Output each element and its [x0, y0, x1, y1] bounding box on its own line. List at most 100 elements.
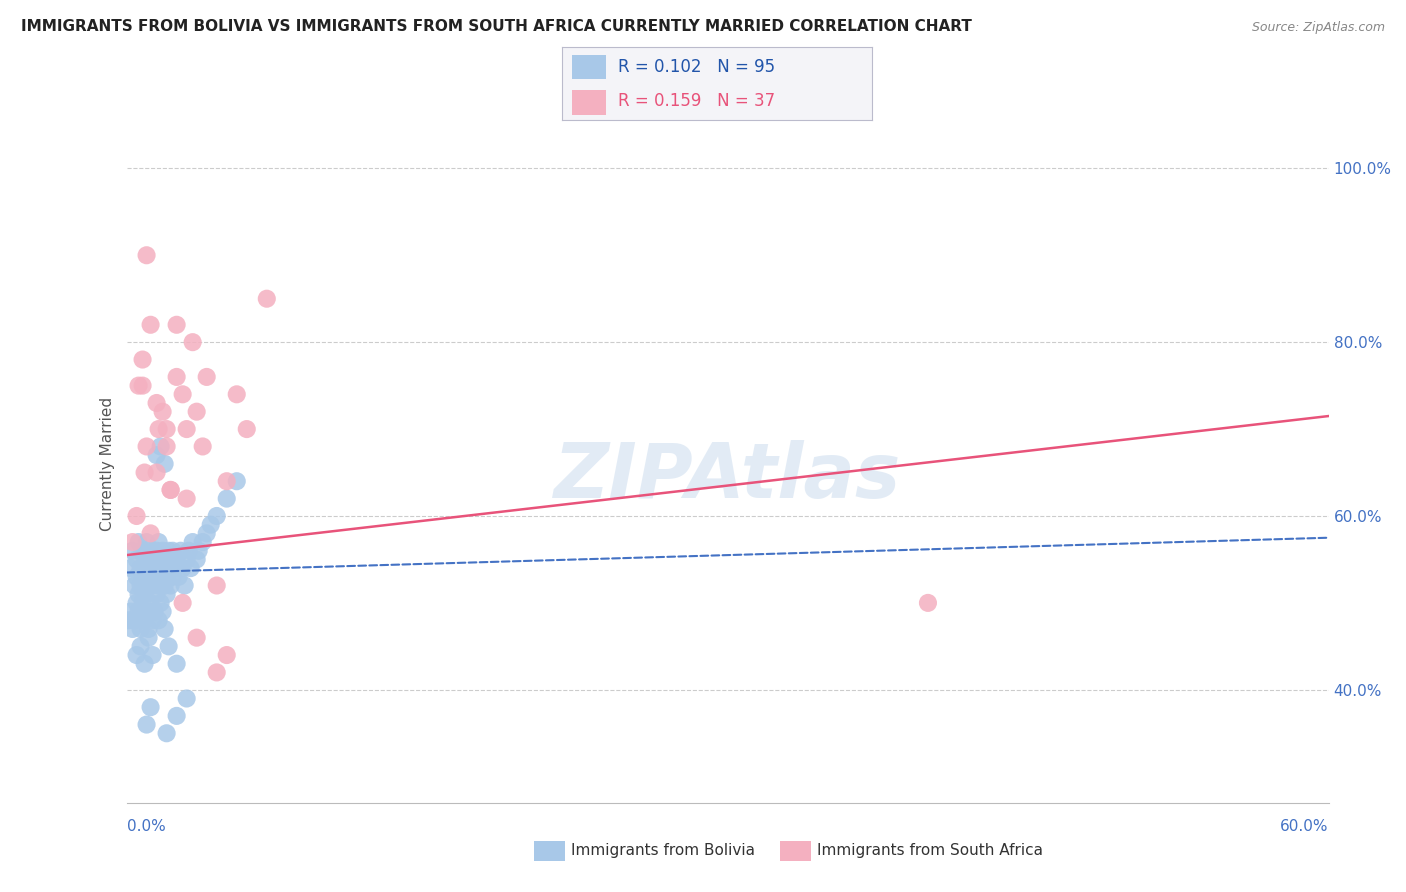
Point	[121, 543, 143, 558]
Point	[131, 596, 153, 610]
Text: 0.0%: 0.0%	[127, 820, 166, 834]
Point	[139, 318, 162, 332]
Point	[176, 691, 198, 706]
Text: ZIPAtlas: ZIPAtlas	[554, 441, 901, 515]
Point	[152, 561, 174, 575]
Point	[121, 535, 143, 549]
Point	[153, 457, 176, 471]
Point	[195, 526, 218, 541]
Point	[166, 318, 188, 332]
Point	[205, 665, 228, 680]
Text: Source: ZipAtlas.com: Source: ZipAtlas.com	[1251, 21, 1385, 34]
Point	[166, 657, 188, 671]
Point	[135, 561, 157, 575]
Point	[145, 466, 167, 480]
Point	[215, 474, 238, 488]
Point	[172, 561, 194, 575]
Point	[917, 596, 939, 610]
Point	[155, 570, 177, 584]
Point	[155, 440, 177, 454]
Point	[172, 596, 194, 610]
Point	[125, 596, 148, 610]
Point	[138, 570, 160, 584]
Point	[186, 405, 208, 419]
Point	[166, 370, 188, 384]
Point	[131, 378, 153, 392]
Point	[172, 387, 194, 401]
Point	[159, 578, 181, 592]
Point	[120, 605, 142, 619]
Point	[176, 552, 198, 566]
Point	[155, 587, 177, 601]
Point	[135, 717, 157, 731]
Point	[145, 543, 167, 558]
Point	[139, 596, 162, 610]
Point	[138, 552, 160, 566]
Bar	[572, 54, 606, 79]
Point	[145, 578, 167, 592]
Point	[142, 648, 165, 662]
Point	[139, 543, 162, 558]
Point	[145, 587, 167, 601]
Point	[153, 561, 176, 575]
Point	[142, 613, 165, 627]
Point	[135, 535, 157, 549]
Point	[117, 613, 139, 627]
Point	[152, 605, 174, 619]
Point	[142, 578, 165, 592]
Text: Immigrants from South Africa: Immigrants from South Africa	[817, 844, 1043, 858]
Point	[205, 508, 228, 523]
Point	[191, 535, 214, 549]
Point	[162, 543, 184, 558]
Point	[135, 248, 157, 262]
Point	[153, 578, 176, 592]
Point	[131, 352, 153, 367]
Y-axis label: Currently Married: Currently Married	[100, 397, 115, 531]
Point	[215, 491, 238, 506]
Point	[148, 535, 170, 549]
Point	[195, 370, 218, 384]
Point	[129, 622, 152, 636]
Point	[225, 474, 247, 488]
Point	[139, 526, 162, 541]
Point	[162, 570, 184, 584]
Point	[134, 613, 156, 627]
Text: 60.0%: 60.0%	[1281, 820, 1329, 834]
Point	[143, 570, 166, 584]
Point	[135, 440, 157, 454]
Point	[176, 491, 198, 506]
Point	[125, 648, 148, 662]
Point	[163, 561, 186, 575]
Point	[128, 535, 150, 549]
Text: R = 0.159   N = 37: R = 0.159 N = 37	[619, 93, 775, 111]
Point	[124, 578, 146, 592]
Point	[129, 640, 152, 654]
Point	[157, 561, 180, 575]
Point	[157, 543, 180, 558]
Point	[180, 561, 202, 575]
Point	[143, 605, 166, 619]
Point	[181, 335, 204, 350]
Point	[128, 587, 150, 601]
Point	[135, 605, 157, 619]
Point	[135, 578, 157, 592]
Point	[181, 535, 204, 549]
Point	[128, 605, 150, 619]
Point	[152, 405, 174, 419]
Point	[200, 517, 222, 532]
Point	[129, 578, 152, 592]
Point	[186, 631, 208, 645]
Point	[131, 570, 153, 584]
Point	[155, 552, 177, 566]
Point	[139, 700, 162, 714]
Point	[176, 422, 198, 436]
Point	[125, 552, 148, 566]
Point	[256, 292, 278, 306]
Point	[120, 561, 142, 575]
Point	[235, 422, 259, 436]
Point	[177, 543, 200, 558]
Point	[149, 570, 172, 584]
Point	[186, 552, 208, 566]
Point	[121, 622, 143, 636]
Point	[149, 440, 172, 454]
